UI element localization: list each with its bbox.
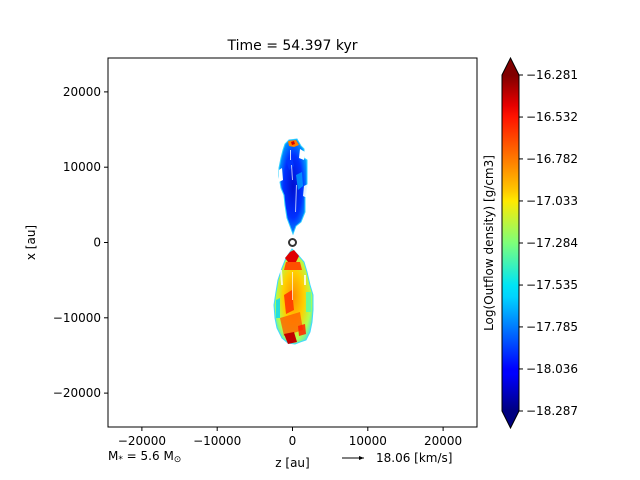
y-tick-label: −10000 bbox=[53, 311, 101, 325]
y-tick-label: 20000 bbox=[63, 85, 101, 99]
x-tick-label: 20000 bbox=[424, 434, 462, 448]
colorbar-label: Log(Outflow density) [g/cm3] bbox=[482, 155, 496, 331]
colorbar-tick-label: −16.532 bbox=[526, 110, 578, 124]
chart-title: Time = 54.397 kyr bbox=[227, 38, 358, 54]
colorbar-tick-label: −16.281 bbox=[526, 68, 578, 82]
y-axis-label: x [au] bbox=[24, 225, 38, 260]
mass-annotation: M* = 5.6 M⊙ bbox=[108, 449, 181, 465]
y-axis-ticks: 20000 10000 0 −10000 −20000 bbox=[53, 85, 108, 400]
colorbar: −16.281 −16.532 −16.782 −17.033 −17.284 −17.5… bbox=[482, 56, 578, 430]
velocity-key-label: 18.06 [km/s] bbox=[376, 451, 452, 465]
colorbar-tick-label: −16.782 bbox=[526, 152, 578, 166]
colorbar-tick-label: −18.287 bbox=[526, 404, 578, 418]
plot-area bbox=[107, 57, 478, 428]
x-tick-label: −20000 bbox=[118, 434, 166, 448]
colorbar-tick-label: −17.785 bbox=[526, 320, 578, 334]
colorbar-body bbox=[502, 75, 519, 411]
x-axis-label: z [au] bbox=[275, 456, 309, 470]
velocity-key: 18.06 [km/s] bbox=[342, 451, 452, 465]
x-axis-ticks: −20000 −10000 0 10000 20000 bbox=[118, 427, 462, 448]
colorbar-tick-label: −17.284 bbox=[526, 236, 578, 250]
star-marker bbox=[288, 238, 297, 247]
lower-outflow-lobe bbox=[273, 248, 314, 345]
colorbar-ticks: −16.281 −16.532 −16.782 −17.033 −17.284 −17.5… bbox=[519, 68, 578, 418]
colorbar-tick-label: −18.036 bbox=[526, 362, 578, 376]
x-tick-label: 10000 bbox=[349, 434, 387, 448]
colorbar-extend-max bbox=[502, 58, 519, 75]
colorbar-extend-min bbox=[502, 411, 519, 428]
y-tick-label: −20000 bbox=[53, 386, 101, 400]
y-tick-label: 0 bbox=[93, 236, 101, 250]
x-tick-label: −10000 bbox=[193, 434, 241, 448]
velocity-key-arrowhead bbox=[359, 456, 364, 460]
upper-outflow-lobe bbox=[278, 138, 308, 236]
colorbar-tick-label: −17.033 bbox=[526, 194, 578, 208]
colorbar-tick-label: −17.535 bbox=[526, 278, 578, 292]
x-tick-label: 0 bbox=[289, 434, 297, 448]
y-tick-label: 10000 bbox=[63, 160, 101, 174]
